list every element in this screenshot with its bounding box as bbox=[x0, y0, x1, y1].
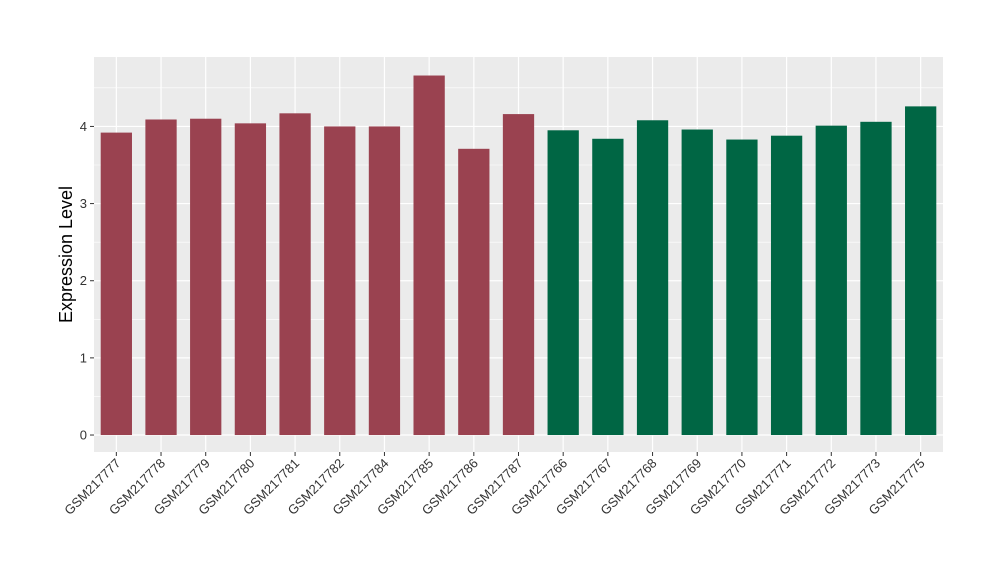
y-tick-label: 3 bbox=[80, 196, 87, 211]
bar-GSM217779 bbox=[190, 118, 222, 436]
bar-GSM217768 bbox=[636, 120, 669, 436]
bar-GSM217782 bbox=[324, 126, 356, 436]
bar-GSM217780 bbox=[234, 123, 267, 436]
bar-GSM217769 bbox=[681, 129, 713, 436]
bar-GSM217781 bbox=[279, 113, 311, 436]
bar-GSM217786 bbox=[458, 148, 490, 436]
bar-GSM217775 bbox=[905, 106, 937, 436]
bar-GSM217767 bbox=[592, 138, 624, 436]
y-tick-label: 1 bbox=[80, 350, 87, 365]
bar-GSM217778 bbox=[145, 119, 177, 436]
y-axis-title: Expression Level bbox=[56, 186, 76, 323]
bar-GSM217770 bbox=[726, 139, 758, 436]
bar-GSM217784 bbox=[368, 126, 401, 436]
bars bbox=[100, 75, 937, 436]
bar-GSM217766 bbox=[547, 130, 579, 436]
bar-GSM217787 bbox=[502, 114, 535, 436]
bar-GSM217785 bbox=[413, 75, 445, 436]
x-axis-ticks: GSM217777GSM217778GSM217779GSM217780GSM2… bbox=[61, 452, 928, 518]
bar-GSM217772 bbox=[815, 125, 847, 436]
bar-GSM217777 bbox=[100, 132, 132, 436]
y-tick-label: 0 bbox=[80, 428, 87, 443]
bar-GSM217773 bbox=[860, 121, 892, 436]
y-axis-ticks: 0 1 2 3 4 bbox=[80, 119, 94, 443]
bar-GSM217771 bbox=[770, 135, 803, 436]
y-tick-label: 2 bbox=[80, 273, 87, 288]
y-tick-label: 4 bbox=[80, 119, 87, 134]
